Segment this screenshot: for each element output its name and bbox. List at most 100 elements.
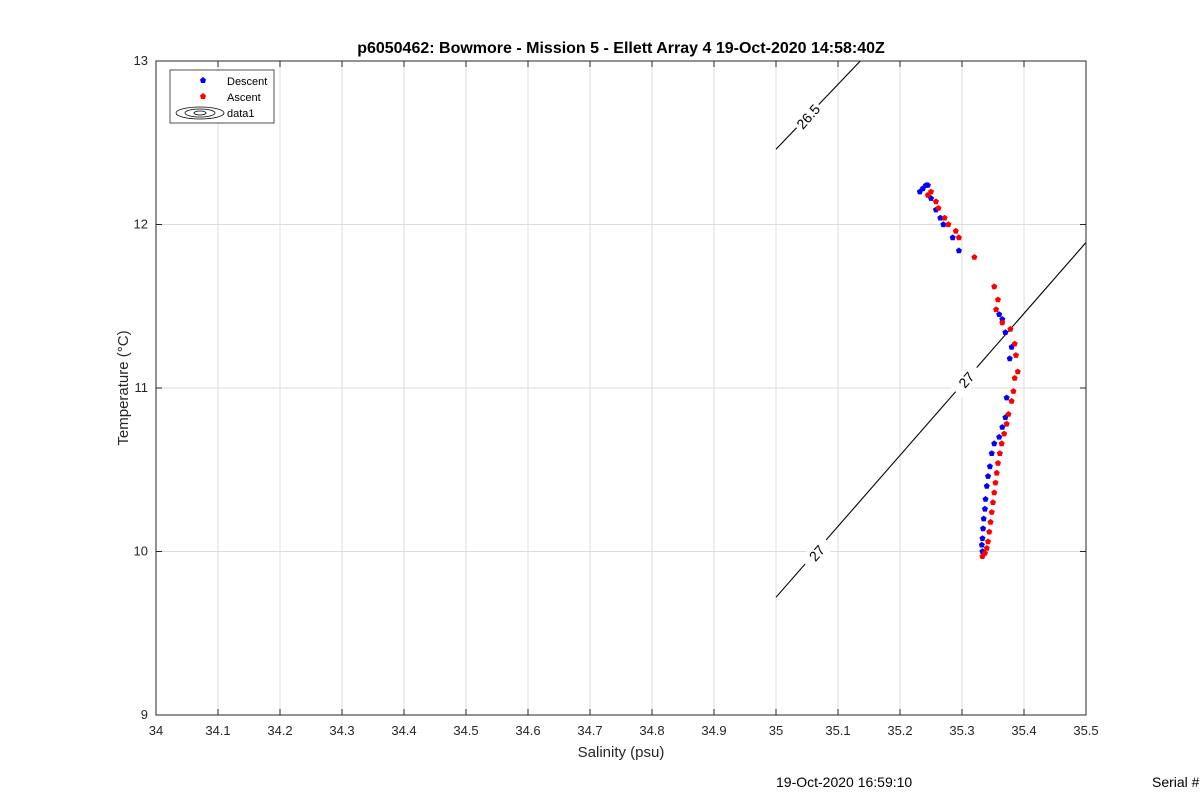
ascent-point — [996, 450, 1003, 456]
ascent-point — [1008, 397, 1015, 404]
ascent-point — [1011, 340, 1018, 347]
descent-point — [978, 541, 985, 548]
contour-line — [775, 242, 1087, 598]
descent-point — [996, 433, 1003, 440]
x-tick-label: 35.5 — [1073, 723, 1098, 738]
ascent-point — [945, 221, 952, 228]
ascent-point — [1001, 430, 1008, 437]
ascent-point — [987, 518, 994, 525]
ascent-point — [994, 460, 1001, 466]
footer-timestamp: 19-Oct-2020 16:59:10 — [776, 774, 913, 790]
contour-label-background — [790, 98, 826, 135]
x-tick-label: 34.3 — [329, 723, 354, 738]
ascent-point — [991, 283, 998, 290]
ascent-point — [1011, 375, 1018, 381]
ascent-point — [1003, 420, 1010, 427]
ascent-point — [985, 538, 992, 545]
legend-ascent-label: Ascent — [227, 92, 261, 104]
ascent-point — [1014, 368, 1021, 375]
descent-point — [924, 182, 931, 188]
x-tick-label: 34.6 — [515, 723, 540, 738]
legend-descent-label: Descent — [227, 76, 267, 88]
ascent-point — [935, 205, 942, 211]
x-axis-label: Salinity (psu) — [578, 744, 665, 761]
descent-point — [937, 214, 944, 221]
descent-point — [980, 515, 987, 522]
descent-point — [996, 311, 1003, 317]
x-tick-label: 35.3 — [949, 723, 974, 738]
ascent-point — [993, 469, 1000, 476]
ascent-point — [1010, 388, 1017, 394]
ascent-point — [952, 227, 959, 234]
legend-box — [169, 69, 275, 124]
ascent-point — [988, 509, 995, 515]
x-tick-label: 35 — [769, 723, 783, 738]
y-tick-label: 10 — [134, 544, 148, 559]
descent-point — [1003, 394, 1010, 401]
descent-point — [981, 505, 988, 512]
x-tick-label: 34.1 — [205, 723, 230, 738]
x-tick-label: 35.1 — [825, 723, 850, 738]
chart-title: p6050462: Bowmore - Mission 5 - Ellett A… — [357, 40, 885, 57]
descent-point — [1006, 355, 1013, 362]
y-axis-label: Temperature (°C) — [115, 330, 132, 445]
ascent-point — [1005, 411, 1012, 417]
ascent-point — [994, 296, 1001, 303]
ascent-point — [932, 198, 939, 205]
descent-point — [979, 535, 986, 541]
legend-contour-icon — [175, 106, 225, 120]
x-tick-label: 34.5 — [453, 723, 478, 738]
ascent-point — [986, 528, 993, 535]
descent-point — [983, 482, 990, 489]
ascent-point — [983, 545, 990, 551]
descent-point — [982, 496, 989, 502]
ascent-point — [971, 254, 978, 260]
descent-point — [991, 440, 998, 447]
ascent-point — [998, 440, 1005, 447]
y-tick-label: 11 — [135, 380, 149, 395]
descent-point — [980, 525, 987, 532]
y-axis-ticks: 9 10 11 12 13 — [134, 53, 1086, 722]
x-tick-label: 35.2 — [887, 723, 912, 738]
descent-point — [986, 463, 993, 470]
legend-descent-marker — [200, 77, 206, 83]
y-tick-label: 13 — [134, 53, 148, 68]
x-tick-label: 34.2 — [267, 723, 292, 738]
descent-point — [1002, 329, 1009, 335]
ascent-point — [992, 479, 999, 486]
ascent-point — [928, 188, 934, 195]
legend-data1-label: data1 — [227, 108, 255, 120]
x-tick-label: 34.7 — [577, 723, 602, 738]
y-tick-label: 12 — [134, 217, 148, 232]
x-tick-label: 34.9 — [701, 723, 726, 738]
ascent-point — [979, 553, 986, 559]
ascent-point — [999, 319, 1006, 326]
legend: Descent Ascent data1 — [169, 69, 275, 124]
data-points — [916, 182, 1021, 559]
descent-point — [985, 473, 992, 479]
ascent-point — [1012, 352, 1019, 358]
x-tick-label: 35.4 — [1011, 723, 1036, 738]
x-tick-label: 34.8 — [639, 723, 664, 738]
descent-point — [940, 221, 947, 228]
ascent-point — [955, 234, 962, 241]
descent-point — [955, 247, 962, 254]
descent-point — [988, 450, 995, 456]
descent-point — [999, 316, 1006, 322]
x-axis-ticks: 34 34.1 34.2 34.3 34.4 34.5 34.6 34.7 34.8 34.9 35… — [149, 61, 1099, 738]
footer-serial: Serial # — [1152, 774, 1200, 790]
descent-point — [949, 234, 956, 241]
x-tick-label: 34 — [149, 723, 163, 738]
contour-label-background — [799, 535, 835, 572]
legend-ascent-marker — [200, 93, 206, 99]
y-tick-label: 9 — [141, 707, 148, 722]
ascent-point — [993, 306, 1000, 313]
ascent-point — [990, 499, 996, 505]
descent-point — [999, 424, 1006, 430]
ascent-point — [991, 489, 998, 496]
ascent-point — [1007, 325, 1014, 332]
contour-label-background — [949, 361, 984, 398]
x-tick-label: 34.4 — [391, 723, 416, 738]
grid — [155, 60, 1087, 716]
